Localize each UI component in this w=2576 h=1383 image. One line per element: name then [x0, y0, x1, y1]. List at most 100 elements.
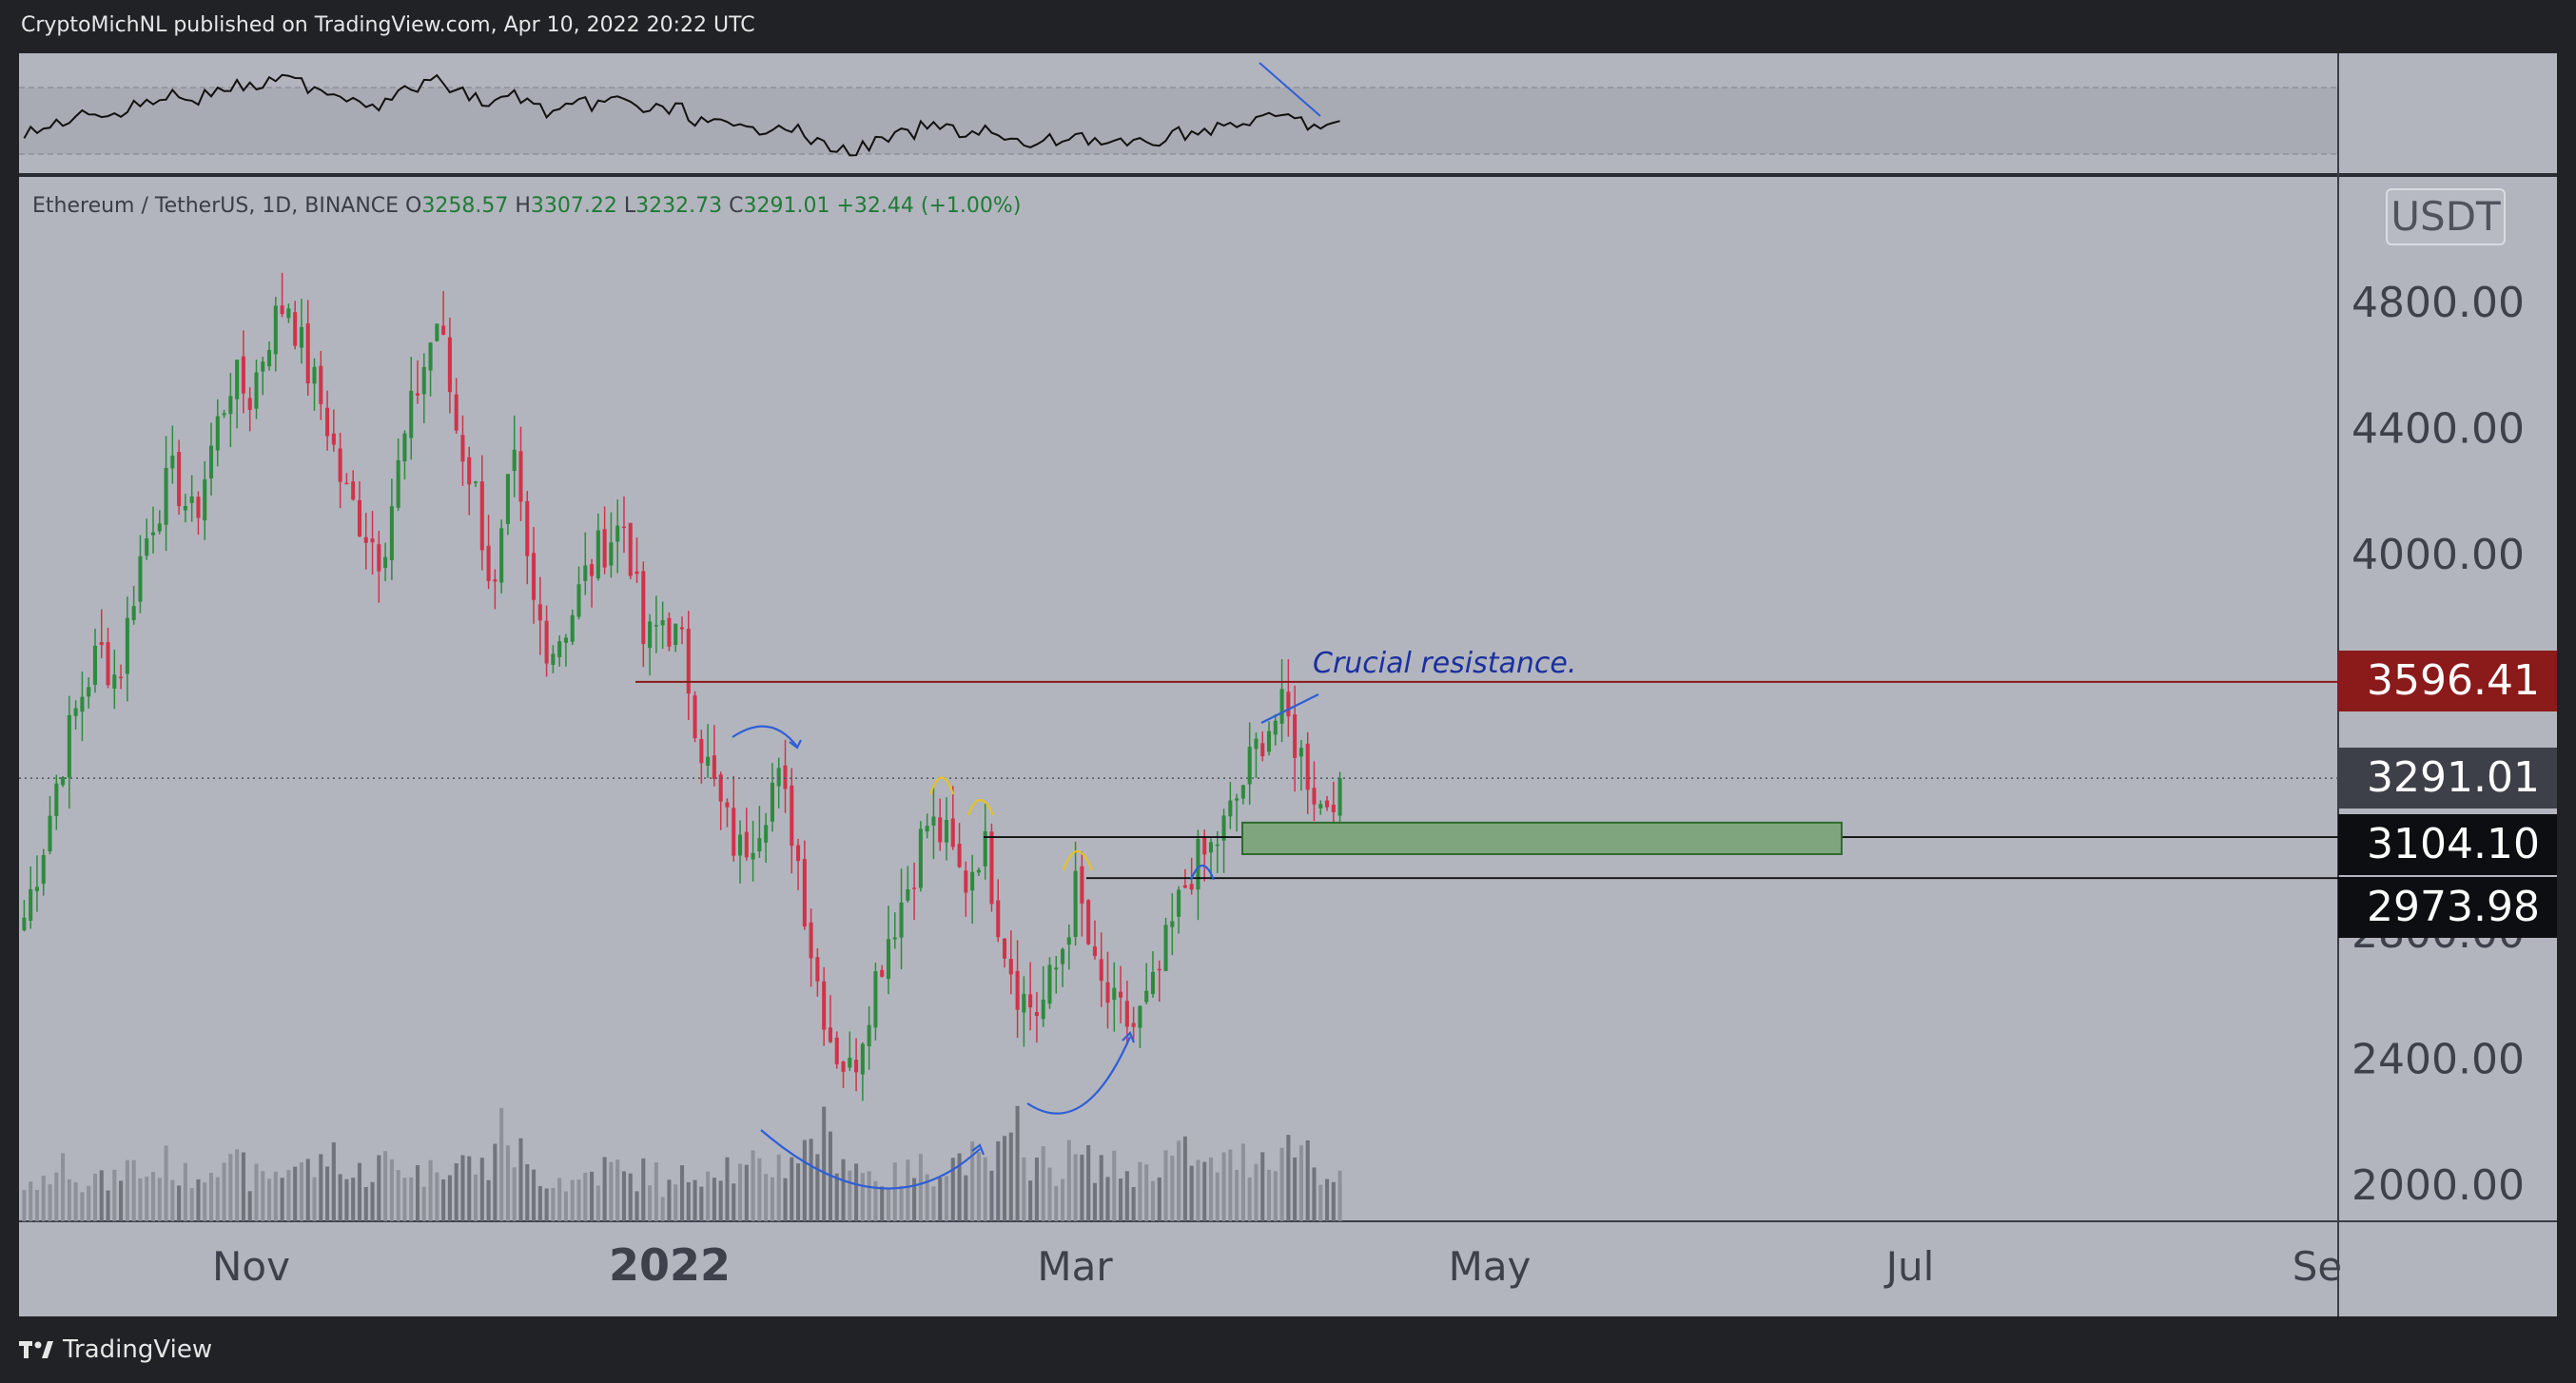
- candle-body: [319, 365, 323, 404]
- volume-bar: [854, 1163, 859, 1221]
- candle-body: [254, 372, 259, 409]
- volume-bar: [460, 1155, 465, 1221]
- x-tick-label: 2022: [609, 1239, 731, 1291]
- candle: [1279, 659, 1284, 743]
- candle-body: [660, 620, 665, 626]
- volume-bar: [1318, 1184, 1323, 1221]
- main-pane: [19, 177, 2338, 1221]
- candle: [706, 724, 711, 778]
- candle: [1266, 721, 1272, 756]
- arrowhead: [1122, 1031, 1136, 1043]
- candle: [1293, 685, 1298, 792]
- volume-bar: [486, 1179, 491, 1221]
- candle-body: [880, 969, 885, 977]
- volume-bar: [493, 1143, 498, 1221]
- candle: [725, 798, 730, 828]
- candle-body: [1293, 714, 1298, 758]
- candle: [241, 330, 245, 414]
- candle: [473, 480, 478, 488]
- y-tick-label: 2000.00: [2352, 1161, 2525, 1210]
- volume-bar: [976, 1152, 981, 1221]
- candle: [899, 868, 904, 970]
- candle: [106, 628, 110, 689]
- volume-bar: [841, 1159, 846, 1221]
- candle-body: [595, 530, 600, 579]
- volume-bar: [344, 1178, 349, 1221]
- candle-body: [177, 452, 182, 507]
- candle-body: [641, 571, 646, 645]
- candle: [441, 291, 446, 336]
- volume-bar: [712, 1178, 716, 1221]
- candle-body: [447, 337, 452, 393]
- candle: [518, 426, 523, 521]
- candle: [170, 425, 175, 484]
- candle: [537, 576, 542, 655]
- candle-body: [906, 889, 910, 901]
- candle: [1008, 930, 1013, 995]
- candle-body: [525, 500, 530, 556]
- candle: [1331, 781, 1336, 830]
- candle: [1170, 893, 1175, 956]
- candle-body: [280, 305, 284, 315]
- candle-body: [822, 981, 827, 1030]
- candle: [112, 649, 117, 710]
- volume-bar: [1080, 1154, 1084, 1221]
- candle: [338, 432, 342, 509]
- candle-body: [576, 584, 581, 617]
- candle-body: [396, 459, 400, 508]
- legend-close: 3291.01: [743, 194, 830, 218]
- indicator-path: [23, 73, 1340, 157]
- candle-body: [1022, 993, 1026, 1013]
- candle-body: [648, 621, 653, 649]
- tradingview-logo[interactable]: TradingView: [19, 1335, 212, 1364]
- volume-bar: [686, 1181, 691, 1221]
- candle: [996, 879, 1001, 943]
- candle-body: [551, 653, 556, 665]
- volume-bar: [1022, 1157, 1026, 1221]
- candle-body: [918, 828, 923, 888]
- candle-body: [699, 739, 704, 764]
- candle: [1047, 957, 1052, 1009]
- candle: [964, 861, 968, 917]
- top-arc: [1189, 864, 1216, 881]
- candle-body: [112, 674, 117, 689]
- volume-bar: [164, 1145, 168, 1221]
- candle: [138, 535, 143, 614]
- candle: [99, 609, 104, 659]
- candle: [983, 802, 987, 880]
- candle: [615, 499, 620, 574]
- candle: [319, 350, 323, 420]
- currency-badge[interactable]: USDT: [2386, 188, 2506, 245]
- candle: [686, 611, 691, 721]
- volume-bar: [1331, 1181, 1336, 1221]
- candle: [1131, 1006, 1136, 1041]
- candle: [867, 1005, 871, 1070]
- volume-bar: [770, 1177, 774, 1221]
- candle: [286, 303, 291, 323]
- candle-body: [61, 777, 66, 786]
- candle-body: [1221, 815, 1226, 841]
- price-tag-last: 3291.01: [2338, 748, 2557, 808]
- candle-body: [718, 774, 723, 802]
- candle: [873, 963, 878, 1041]
- candle-body: [338, 448, 342, 482]
- volume-bar: [648, 1185, 653, 1221]
- candle: [976, 867, 981, 877]
- drawings: [732, 693, 1319, 1190]
- candle-body: [460, 435, 465, 462]
- candle: [235, 360, 240, 429]
- volume-bar: [679, 1165, 685, 1221]
- candle-body: [609, 542, 614, 566]
- volume-bar: [1138, 1161, 1142, 1221]
- candle: [906, 866, 910, 903]
- candle: [1254, 731, 1259, 779]
- volume-bar: [222, 1162, 226, 1221]
- candle: [776, 757, 781, 808]
- candle-body: [537, 604, 542, 621]
- volume-bar: [48, 1184, 52, 1221]
- candle: [196, 491, 201, 536]
- candle-body: [415, 393, 420, 396]
- candle-body: [1047, 964, 1052, 1004]
- price-tag-level-2: 2973.98: [2338, 877, 2557, 938]
